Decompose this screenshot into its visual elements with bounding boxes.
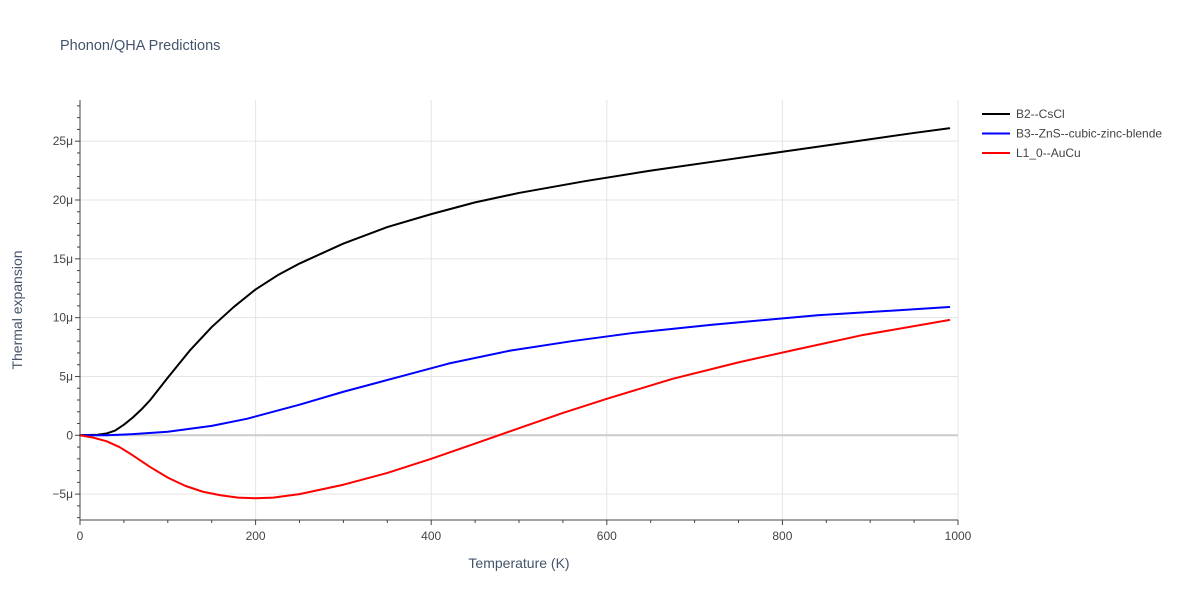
y-tick-label: 25μ (53, 134, 73, 148)
series-line-1 (79, 127, 951, 437)
y-tick-label: 5μ (59, 369, 73, 383)
y-tick-label: 20μ (53, 193, 73, 207)
plot-area (79, 127, 951, 500)
y-tick-label: 0 (66, 428, 73, 442)
x-tick-label: 800 (772, 529, 792, 543)
y-tick-label: −5μ (52, 487, 73, 501)
x-tick-label: 0 (77, 529, 84, 543)
legend-label: B3--ZnS--cubic-zinc-blende (1016, 127, 1162, 141)
legend[interactable]: B2--CsCl B3--ZnS--cubic-zinc-blende L1_0--… (982, 107, 1162, 160)
grid-lines (80, 100, 959, 520)
legend-label: L1_0--AuCu (1016, 146, 1081, 160)
x-tick-label: 200 (246, 529, 266, 543)
series-line-3 (79, 319, 951, 500)
series-line-2 (79, 306, 951, 437)
legend-item[interactable]: L1_0--AuCu (982, 146, 1081, 160)
x-tick-label: 600 (597, 529, 617, 543)
x-axis-title: Temperature (K) (468, 555, 569, 571)
y-tick-label: 15μ (53, 252, 73, 266)
x-tick-label: 400 (421, 529, 441, 543)
axes: 0 200 400 600 800 1000 −5μ 0 5μ 10μ 15μ 20μ 25μ (52, 100, 972, 543)
legend-item[interactable]: B3--ZnS--cubic-zinc-blende (982, 127, 1162, 141)
y-tick-label: 10μ (53, 311, 73, 325)
legend-label: B2--CsCl (1016, 107, 1065, 121)
legend-item[interactable]: B2--CsCl (982, 107, 1065, 121)
y-axis-title: Thermal expansion (9, 250, 25, 369)
chart-title: Phonon/QHA Predictions (60, 38, 220, 54)
x-tick-label: 1000 (945, 529, 972, 543)
